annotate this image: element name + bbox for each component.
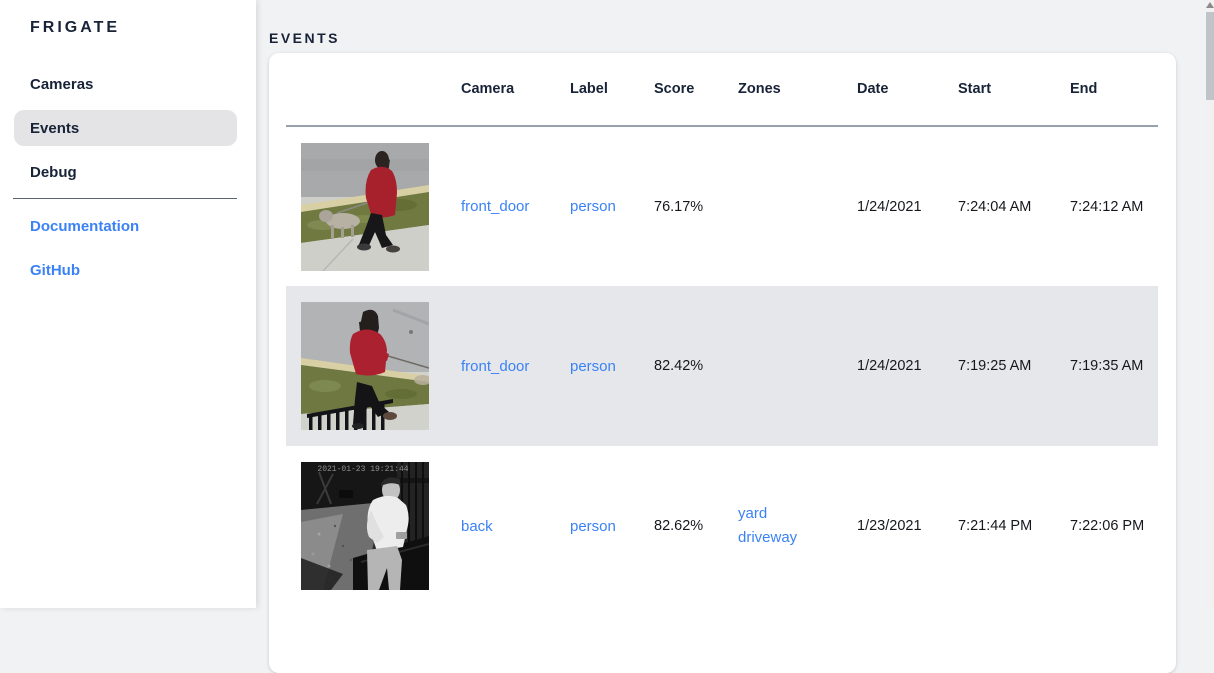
page-scrollbar[interactable] — [1206, 0, 1214, 608]
end-time-value: 7:22:06 PM — [1070, 518, 1145, 534]
event-row[interactable]: front_door person 76.17% 1/24/2021 7:24:… — [286, 126, 1158, 286]
score-value: 76.17% — [654, 198, 704, 215]
thumbnail-scene-night-ir: 2021-01-23 19:21:44 — [301, 462, 429, 590]
start-time-value: 7:21:44 PM — [958, 518, 1033, 534]
zone-link-yard[interactable]: yard — [738, 505, 768, 522]
sidebar-item-debug[interactable]: Debug — [30, 163, 77, 181]
zones-cell: yard driveway — [738, 446, 857, 606]
scrollbar-up-arrow-icon[interactable] — [1206, 2, 1214, 8]
label-link[interactable]: person — [570, 198, 616, 215]
table-header-row: Camera Label Score Zones Date Start End — [286, 53, 1158, 127]
zones-cell — [738, 126, 857, 286]
zones-cell — [738, 286, 857, 446]
column-header-camera: Camera — [461, 53, 570, 127]
sidebar: FRIGATE Cameras Events Debug Documentation… — [0, 0, 256, 608]
camera-link[interactable]: front_door — [461, 357, 530, 375]
thumbnail-scene-red-coat — [301, 142, 429, 271]
page-title: EVENTS — [269, 29, 341, 46]
main-content: EVENTS Camera Label Score Zones Date Start End — [256, 0, 1206, 673]
column-header-date: Date — [857, 53, 958, 127]
label-link[interactable]: person — [570, 357, 616, 375]
sidebar-item-cameras[interactable]: Cameras — [30, 75, 94, 93]
score-value: 82.42% — [654, 358, 704, 374]
thumbnail-scene-red-hoodie — [301, 302, 429, 430]
start-time-value: 7:24:04 AM — [958, 198, 1032, 215]
date-value: 1/24/2021 — [857, 198, 922, 215]
end-time-value: 7:19:35 AM — [1070, 358, 1144, 374]
camera-link[interactable]: back — [461, 517, 493, 535]
score-value: 82.62% — [654, 518, 704, 534]
events-table-body: front_door person 76.17% 1/24/2021 7:24:… — [286, 126, 1158, 606]
column-header-end: End — [1070, 53, 1158, 127]
sidebar-link-documentation[interactable]: Documentation — [30, 217, 140, 235]
event-thumbnail[interactable] — [301, 302, 429, 430]
sidebar-item-events[interactable]: Events — [14, 110, 237, 146]
date-value: 1/23/2021 — [857, 518, 922, 534]
sidebar-nav: Cameras Events Debug — [0, 66, 256, 190]
column-header-label: Label — [570, 53, 654, 127]
events-card: Camera Label Score Zones Date Start End front_… — [269, 53, 1176, 673]
event-row[interactable]: 2021-01-23 19:21:44 back person 82.62% y… — [286, 446, 1158, 606]
app-logo: FRIGATE — [30, 19, 121, 36]
end-time-value: 7:24:12 AM — [1070, 198, 1144, 215]
column-header-score: Score — [654, 53, 738, 127]
camera-link[interactable]: front_door — [461, 198, 530, 215]
column-header-start: Start — [958, 53, 1070, 127]
svg-text:2021-01-23 19:21:44: 2021-01-23 19:21:44 — [317, 465, 408, 474]
event-thumbnail[interactable]: 2021-01-23 19:21:44 — [301, 462, 429, 590]
column-header-thumbnail — [286, 53, 461, 127]
events-table: Camera Label Score Zones Date Start End front_… — [286, 53, 1158, 606]
zone-link-driveway[interactable]: driveway — [738, 529, 798, 546]
sidebar-divider — [13, 198, 237, 199]
sidebar-link-github[interactable]: GitHub — [30, 261, 80, 279]
sidebar-links: Documentation GitHub — [0, 208, 256, 288]
column-header-zones: Zones — [738, 53, 857, 127]
start-time-value: 7:19:25 AM — [958, 358, 1032, 374]
event-thumbnail[interactable] — [301, 142, 429, 271]
event-row[interactable]: front_door person 82.42% 1/24/2021 7:19:… — [286, 286, 1158, 446]
date-value: 1/24/2021 — [857, 358, 922, 374]
scrollbar-thumb[interactable] — [1206, 12, 1214, 100]
label-link[interactable]: person — [570, 517, 616, 535]
